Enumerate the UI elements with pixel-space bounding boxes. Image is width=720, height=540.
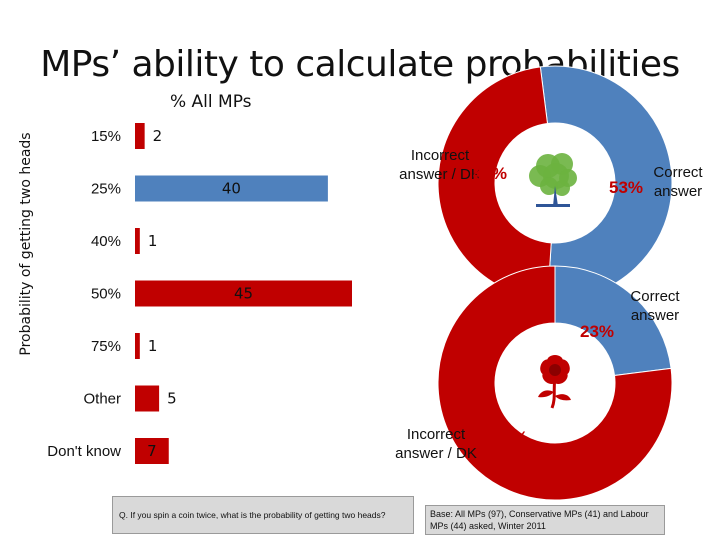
bar-value-label: 7 xyxy=(147,442,157,460)
donut-slice xyxy=(437,265,673,501)
top-correct-pct: 53% xyxy=(609,178,644,197)
rose-logo-icon xyxy=(526,353,584,411)
chart-subtitle: % All MPs xyxy=(170,92,252,112)
bar-value-label: 2 xyxy=(153,127,163,145)
bar xyxy=(135,333,140,359)
base-footnote: Base: All MPs (97), Conservative MPs (41… xyxy=(425,505,665,535)
category-label: Don't know xyxy=(47,443,121,460)
bottom-incorrect-label: Incorrect answer / DK xyxy=(395,426,477,462)
category-label: 15% xyxy=(91,128,121,145)
bottom-correct-pct: 23% xyxy=(580,322,615,341)
bar xyxy=(135,280,352,307)
category-label: 75% xyxy=(91,338,121,355)
question-footnote: Q. If you spin a coin twice, what is the… xyxy=(112,496,414,534)
bar-value-label: 40 xyxy=(222,180,241,198)
bar xyxy=(135,175,328,202)
bar xyxy=(135,385,160,412)
bar-value-label: 45 xyxy=(234,285,253,303)
category-label: 40% xyxy=(91,233,121,250)
bottom-correct-label: Correct answer xyxy=(630,288,680,324)
top-correct-label: Correct answer xyxy=(653,164,703,200)
bar-value-label: 1 xyxy=(148,337,158,355)
bottom-incorrect-pct: 77% xyxy=(494,428,529,447)
top-incorrect-pct: 47% xyxy=(473,164,508,183)
tree-logo-icon xyxy=(524,150,578,208)
bar-value-label: 5 xyxy=(167,390,177,408)
top-incorrect-label: Incorrect answer / DK xyxy=(399,147,481,183)
category-label: Other xyxy=(83,391,121,408)
donut-slice xyxy=(554,265,672,377)
donut-slice xyxy=(437,66,552,301)
category-label: 50% xyxy=(91,286,121,303)
category-label: 25% xyxy=(91,181,121,198)
bar xyxy=(135,228,140,254)
bar xyxy=(135,438,169,464)
bar xyxy=(135,123,145,149)
bar-value-label: 1 xyxy=(148,232,158,250)
